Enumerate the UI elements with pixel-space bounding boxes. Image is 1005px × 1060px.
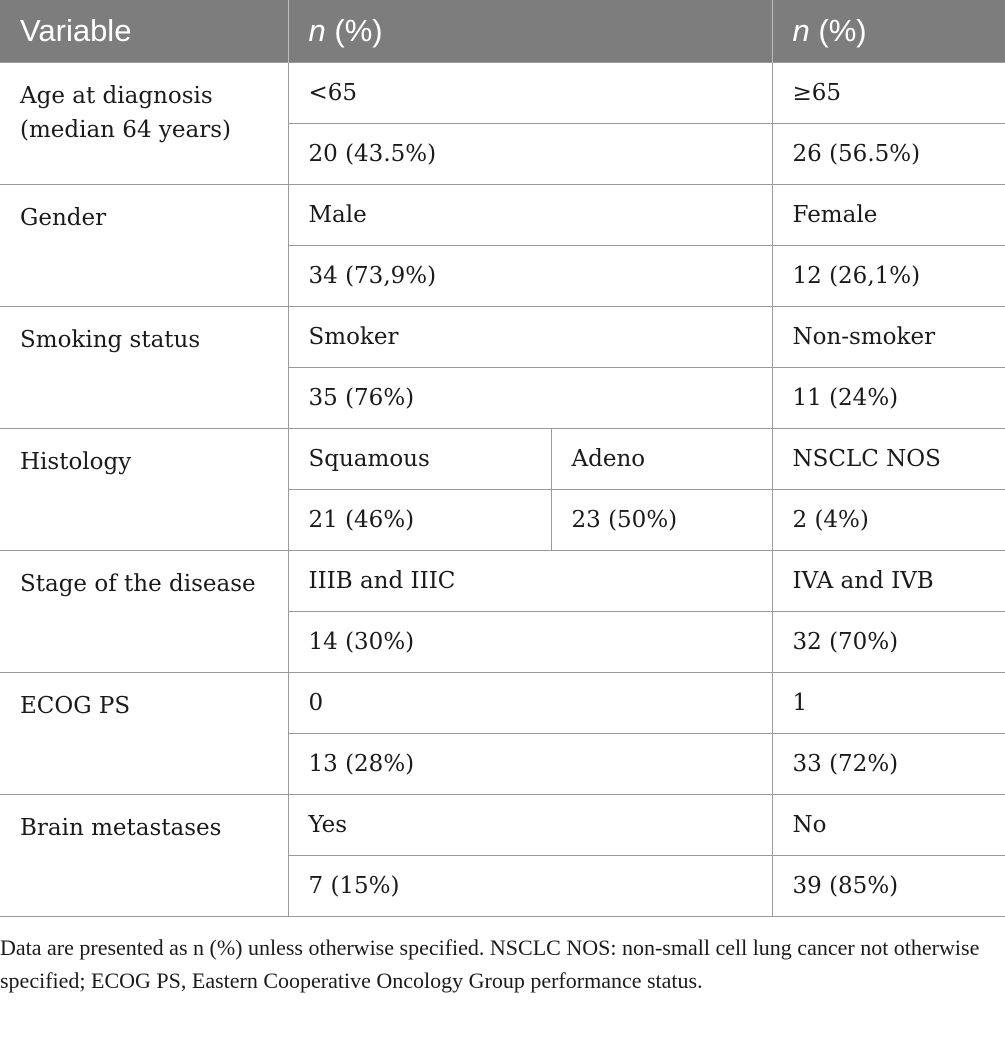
table-row: 13 (28%) 33 (72%) [0,732,1005,795]
value-cell: 26 (56.5%) [771,122,1005,185]
category-cell: Non-smoker [771,305,1005,368]
value-cell: 35 (76%) [288,366,773,429]
category-cell: Smoker [287,305,773,368]
table-row: 14 (30%) 32 (70%) [0,610,1005,673]
category-cell: IIIB and IIIC [287,549,773,612]
category-cell: NSCLC NOS [771,427,1005,490]
variable-cell: Histology [0,427,289,551]
category-cell: No [771,793,1005,856]
variable-cell: Age at diagnosis (median 64 years) [0,61,289,185]
category-cell: IVA and IVB [771,549,1005,612]
category-cell: Female [771,183,1005,246]
value-cell: 34 (73,9%) [288,244,773,307]
category-cell: Squamous [287,427,552,490]
variable-cell: Brain metastases [0,793,289,917]
patient-characteristics-table: Variable n (%) n (%) Age at diagnosis (m… [0,0,1005,917]
table-row: Brain metastases Yes No [0,793,1005,917]
header-group1-pct: (%) [334,12,383,48]
value-cell: 21 (46%) [288,488,552,551]
category-cell: 0 [287,671,773,734]
value-cell: 23 (50%) [550,488,773,551]
value-cell: 12 (26,1%) [771,244,1005,307]
table-row: Smoking status Smoker Non-smoker [0,305,1005,429]
table-row: 21 (46%) 23 (50%) 2 (4%) [0,488,1005,551]
category-cell: Male [287,183,773,246]
table-footnote: Data are presented as n (%) unless other… [0,934,980,993]
variable-cell: ECOG PS [0,671,289,795]
table-row: Stage of the disease IIIB and IIIC IVA a… [0,549,1005,673]
header-group2: n (%) [772,0,1005,62]
value-cell: 39 (85%) [771,854,1005,917]
value-cell: 32 (70%) [771,610,1005,673]
header-row: Variable n (%) n (%) [0,0,1005,62]
variable-cell: Gender [0,183,289,307]
value-cell: 7 (15%) [288,854,773,917]
table-row: 7 (15%) 39 (85%) [0,854,1005,917]
category-cell: <65 [287,61,773,124]
table-header: Variable n (%) n (%) [0,0,1005,62]
value-cell: 33 (72%) [771,732,1005,795]
table-row: 20 (43.5%) 26 (56.5%) [0,122,1005,185]
category-cell: Yes [287,793,773,856]
value-cell: 11 (24%) [771,366,1005,429]
variable-cell: Stage of the disease [0,549,289,673]
table-row: Histology Squamous Adeno NSCLC NOS [0,427,1005,551]
value-cell: 2 (4%) [771,488,1005,551]
value-cell: 20 (43.5%) [288,122,773,185]
header-group2-n: n [792,12,810,48]
table-body: Age at diagnosis (median 64 years) <65 ≥… [0,61,1005,917]
category-cell: ≥65 [771,61,1005,124]
header-variable: Variable [0,0,289,62]
header-group1: n (%) [288,0,773,62]
table-row: ECOG PS 0 1 [0,671,1005,795]
table-row: Gender Male Female [0,183,1005,307]
category-cell: Adeno [550,427,773,490]
variable-cell: Smoking status [0,305,289,429]
table-row: 34 (73,9%) 12 (26,1%) [0,244,1005,307]
table-row: Age at diagnosis (median 64 years) <65 ≥… [0,61,1005,185]
header-group1-n: n [308,12,326,48]
header-group2-pct: (%) [818,12,867,48]
value-cell: 14 (30%) [288,610,773,673]
value-cell: 13 (28%) [288,732,773,795]
category-cell: 1 [771,671,1005,734]
